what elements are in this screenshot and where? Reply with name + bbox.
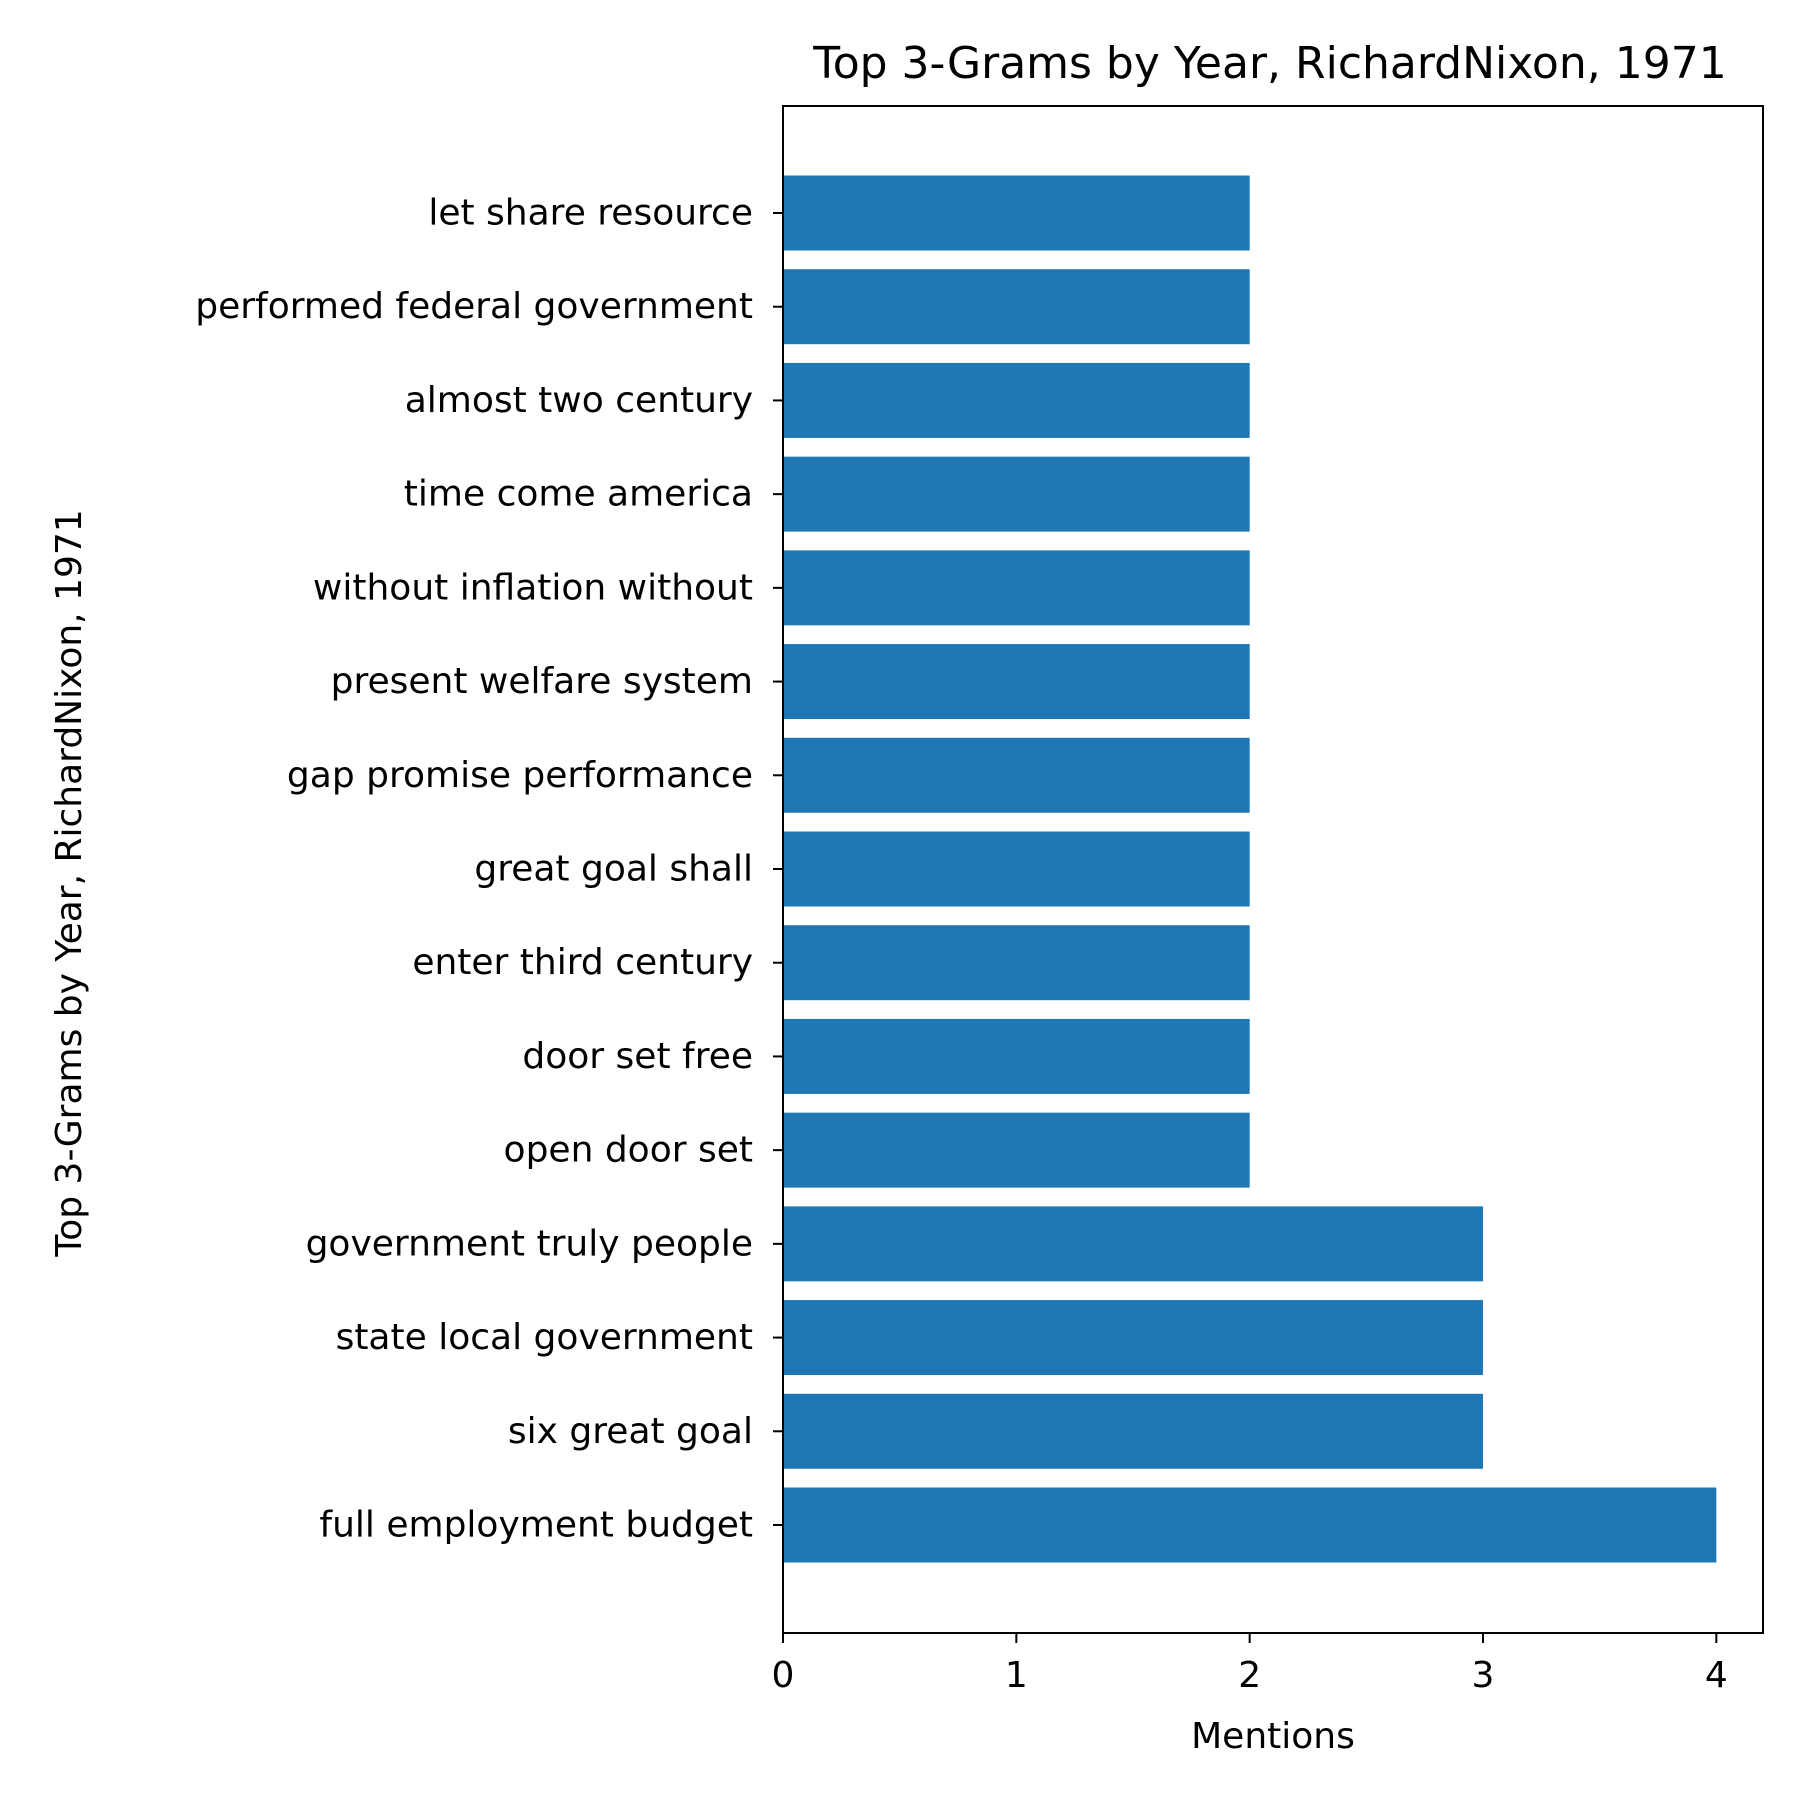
y-tick-label: almost two century (405, 380, 753, 421)
bar (783, 1206, 1483, 1282)
bars-layer (783, 175, 1717, 1563)
y-tick-label: performed federal government (195, 286, 753, 327)
bar (783, 737, 1250, 813)
bar (783, 362, 1250, 438)
x-tick-label: 4 (1705, 1655, 1728, 1696)
y-tick-label: let share resource (428, 193, 753, 234)
x-tick-label: 2 (1238, 1655, 1261, 1696)
x-axis-label: Mentions (1191, 1716, 1355, 1757)
y-tick-label: gap promise performance (287, 755, 753, 796)
bar (783, 175, 1250, 251)
y-tick-label: open door set (504, 1130, 753, 1171)
y-tick-label: enter third century (412, 942, 753, 983)
bar (783, 1018, 1250, 1094)
y-tick-label: great goal shall (474, 849, 753, 890)
y-tick-label: time come america (404, 474, 753, 515)
bar (783, 644, 1250, 720)
bar (783, 925, 1250, 1001)
bar (783, 831, 1250, 907)
y-tick-label: full employment budget (319, 1505, 753, 1546)
bar (783, 1300, 1483, 1376)
x-tick-label: 3 (1472, 1655, 1495, 1696)
y-tick-label: six great goal (508, 1411, 753, 1452)
y-tick-label: without inflation without (313, 567, 753, 608)
chart-title: Top 3-Grams by Year, RichardNixon, 1971 (812, 38, 1726, 89)
ticks-layer: full employment budget six great goal stat… (195, 193, 1728, 1697)
y-tick-label: present welfare system (331, 661, 753, 702)
x-tick-label: 0 (772, 1655, 795, 1696)
bar (783, 1487, 1717, 1563)
plot-frame (782, 105, 1764, 1634)
y-tick-label: state local government (336, 1317, 753, 1358)
bar (783, 456, 1250, 532)
x-tick-label: 1 (1005, 1655, 1028, 1696)
bar (783, 1393, 1483, 1469)
bar (783, 550, 1250, 626)
y-axis-label: Top 3-Grams by Year, RichardNixon, 1971 (49, 509, 90, 1257)
y-tick-label: door set free (522, 1036, 753, 1077)
y-tick-label: government truly people (306, 1223, 753, 1264)
bar (783, 269, 1250, 345)
bar (783, 1112, 1250, 1188)
